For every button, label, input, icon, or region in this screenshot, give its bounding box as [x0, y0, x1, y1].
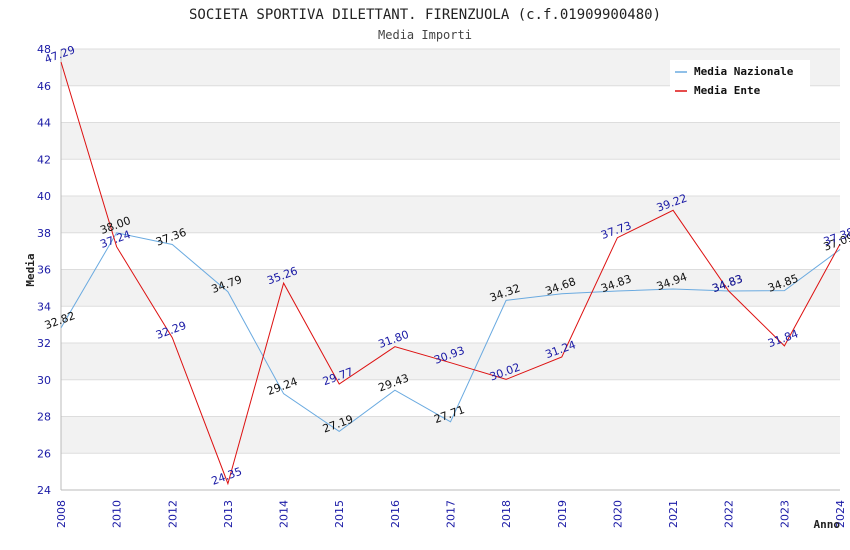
series-line-nazionale — [60, 232, 841, 433]
x-tick-label: 2013 — [222, 500, 235, 528]
y-tick-label: 34 — [37, 300, 51, 313]
data-label: 32.29 — [154, 319, 188, 342]
x-tick-label: 2017 — [445, 500, 458, 528]
y-tick-label: 48 — [37, 43, 51, 56]
x-tick-label: 2020 — [611, 500, 624, 528]
y-tick-label: 42 — [37, 153, 51, 166]
y-tick-label: 40 — [37, 190, 51, 203]
grid-bands — [60, 48, 840, 491]
y-tick-label: 44 — [37, 117, 51, 130]
y-tick-label: 32 — [37, 337, 51, 350]
chart-title: SOCIETA SPORTIVA DILETTANT. FIRENZUOLA (… — [189, 7, 661, 23]
grid-band — [61, 196, 840, 233]
x-tick-label: 2022 — [723, 500, 736, 528]
y-axis-ticks: 24 26 28 30 32 34 36 38 40 42 44 46 48 — [37, 43, 51, 497]
y-tick-label: 26 — [37, 447, 51, 460]
x-tick-label: 2010 — [111, 500, 124, 528]
x-tick-label: 2024 — [834, 500, 847, 528]
grid-band — [61, 122, 840, 160]
legend-label-ente: Media Ente — [694, 84, 761, 97]
x-axis-label: Anno — [814, 518, 841, 531]
grid-band — [61, 269, 840, 307]
y-tick-label: 24 — [37, 484, 51, 497]
y-tick-label: 46 — [37, 80, 51, 93]
x-tick-label: 2008 — [55, 500, 68, 528]
y-axis-label: Media — [24, 253, 37, 286]
x-tick-label: 2012 — [166, 500, 179, 528]
data-label: 24.35 — [210, 465, 244, 488]
chart-subtitle: Media Importi — [378, 28, 472, 42]
series-lines — [60, 61, 841, 486]
x-axis-ticks: 2008 2010 2012 2013 2014 2015 2016 2017 2018 2019… — [55, 500, 847, 528]
y-tick-label: 36 — [37, 264, 51, 277]
x-tick-label: 2021 — [667, 500, 680, 528]
y-tick-label: 30 — [37, 374, 51, 387]
legend-label-nazionale: Media Nazionale — [694, 65, 794, 78]
x-tick-label: 2019 — [556, 500, 569, 528]
y-tick-label: 38 — [37, 227, 51, 240]
x-tick-label: 2015 — [333, 500, 346, 528]
x-tick-label: 2014 — [278, 500, 291, 528]
grid-band — [61, 416, 840, 454]
legend: Media Nazionale Media Ente — [670, 60, 810, 102]
y-tick-label: 28 — [37, 411, 51, 424]
x-tick-label: 2016 — [389, 500, 402, 528]
series-line-ente — [60, 61, 841, 486]
x-tick-label: 2023 — [778, 500, 791, 528]
grid-band — [61, 343, 840, 380]
legend-box — [670, 60, 810, 102]
x-tick-label: 2018 — [500, 500, 513, 528]
